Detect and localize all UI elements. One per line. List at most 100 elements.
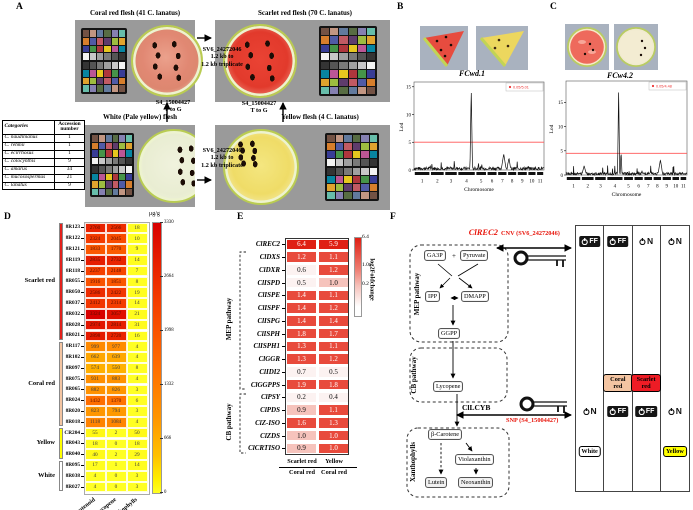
cnv-switch: N (668, 236, 682, 246)
expression-cell: 1.1 (318, 340, 349, 353)
watermelon-seeds (139, 33, 195, 89)
expression-cell: 0.2 (286, 391, 317, 404)
mep-pathway-box-label: MEP pathway (413, 272, 421, 316)
heatmap-cell: 18 (126, 222, 148, 234)
accession-id: 8R024 (65, 397, 80, 404)
heatmap-cell: 10 (126, 233, 148, 245)
expression-cell: 0.6 (286, 264, 317, 276)
heatmap-row: 40 2 29 (84, 449, 148, 461)
heatmap-cell: 1432 (84, 395, 106, 407)
scale-tick-mark (160, 492, 163, 493)
accession-id: 8R097 (65, 364, 80, 371)
pale-round-photo (614, 24, 658, 70)
heatmap-cell: 826 (105, 384, 127, 396)
snp-mutation-label-right: S4_15004427 T to G (236, 100, 282, 115)
expression-row: 0.2 0.4 (286, 391, 349, 404)
accession-id: 8R123 (65, 224, 80, 231)
heatmap-cell: 18 (126, 438, 148, 450)
row-tick (81, 454, 84, 455)
qtl-title-fcwd1: FCwd.1 (458, 69, 485, 78)
ratio-numerator: Scarlet red (279, 458, 325, 468)
row-tick (81, 400, 84, 401)
snp-change: T to G (164, 106, 182, 114)
heatmap-cell: 6 (126, 395, 148, 407)
row-tick (81, 292, 84, 293)
species-name: C. amarus (2, 165, 55, 175)
expression-row: 0.6 1.2 (286, 264, 349, 276)
svg-text:Chromosome: Chromosome (464, 187, 494, 193)
row-tick (81, 367, 84, 369)
heatmap-cell: 18 (84, 438, 106, 450)
scarlet-watermelon (223, 24, 297, 98)
svg-text:0: 0 (561, 174, 564, 179)
svg-text:Lod: Lod (399, 122, 405, 131)
ratio-label-yellow: Yellow Coral red (311, 458, 357, 476)
heatmap-cell: 4 (126, 352, 148, 363)
checker-grid (83, 30, 125, 60)
heatmap-cell: 7 (126, 265, 148, 277)
cnv-variant-label: CNV (SV6_24272046) (501, 230, 560, 237)
expression-cell: 1.0 (286, 429, 317, 442)
heatmap-cell: 14 (126, 254, 148, 266)
checker-grid (83, 62, 125, 92)
checker-grid (327, 135, 377, 166)
heatmap-row: 882 826 3 (84, 384, 148, 396)
species-row: C. mucosospermus 21 (2, 173, 86, 183)
snp-switch: FF (607, 406, 629, 417)
yellow-wedge-photo (476, 26, 528, 70)
svg-text:Chromosome: Chromosome (612, 192, 642, 198)
phenotype-badge: White (578, 446, 601, 458)
species-row: C. naudinianus 1 (2, 133, 86, 143)
expression-cell: 1.0 (318, 276, 349, 289)
accession-count: 1 (53, 133, 86, 143)
heatmap-cell: 1851 (105, 276, 127, 288)
expression-row: 1.6 1.3 (286, 417, 349, 429)
heatmap-cell: 31 (126, 319, 148, 331)
accession-id: 8R032 (65, 310, 80, 317)
accession-id: 8R118 (65, 267, 80, 274)
qtl-plot-fcwd1: 0 5 10 15 Lod 1 2 3 4 5 6 7 8 9 10 11 Chromosome 0.05/5.0… (398, 78, 548, 205)
row-tick (81, 389, 84, 391)
row-tick (281, 410, 285, 412)
accession-count: 9 (53, 157, 86, 167)
scale-tick-label: 2664 (164, 273, 174, 279)
heatmap-cell: 883 (105, 373, 127, 385)
cnv-change-1: 1.2 kb to (210, 154, 234, 162)
node-beta-carotene: β-Carotene (428, 429, 463, 441)
white-flesh-photo (85, 125, 195, 207)
to-ipp-arrow (439, 277, 451, 289)
row-tick (81, 357, 84, 358)
heatmap-cell: 977 (105, 341, 127, 353)
expression-cell: 1.3 (286, 353, 317, 365)
svg-text:9: 9 (521, 180, 524, 185)
row-tick (81, 270, 84, 272)
pyruvate-join-line (457, 263, 479, 277)
heatmap-cell: 2586 (84, 287, 106, 299)
heatmap-cell: 823 (84, 406, 106, 417)
heatmap-row: 999 977 4 (84, 341, 148, 353)
expression-cell: 1.9 (286, 378, 317, 391)
heatmap-cell: 2760 (84, 222, 106, 234)
carotenoid-color-scale (152, 222, 162, 494)
heatmap-cell: 1770 (105, 244, 127, 255)
power-icon (668, 237, 675, 245)
coral-watermelon (131, 25, 203, 97)
expression-cell: 0.5 (318, 366, 349, 378)
panel-c: C FCw4.2 0 5 10 15 Lod 1 2 3 4 5 6 7 8 9 10 11 Chromosom… (548, 0, 693, 205)
row-tick (81, 465, 84, 466)
cnv-switch: FF (578, 236, 601, 247)
power-icon (668, 407, 675, 415)
heatmap-cell: 574 (84, 362, 106, 374)
heatmap-cell: 794 (105, 406, 127, 417)
heatmap-cell: 1370 (105, 395, 127, 407)
expression-cell: 0.4 (318, 391, 349, 404)
group-label: Coral red (28, 380, 55, 387)
accession-id: 8R050 (65, 289, 80, 296)
heatmap-row: 18 0 18 (84, 438, 148, 450)
ratio-denominator: Coral red (321, 469, 347, 476)
xanthophylls-box (406, 427, 510, 498)
scale-tick-mid: 1.0 (362, 262, 369, 268)
phenotype-switch-lanes: FF N White FF Coral red FF N Scarlet red FF N N Yel… (575, 225, 690, 492)
heatmap-cell: 2237 (84, 265, 106, 277)
